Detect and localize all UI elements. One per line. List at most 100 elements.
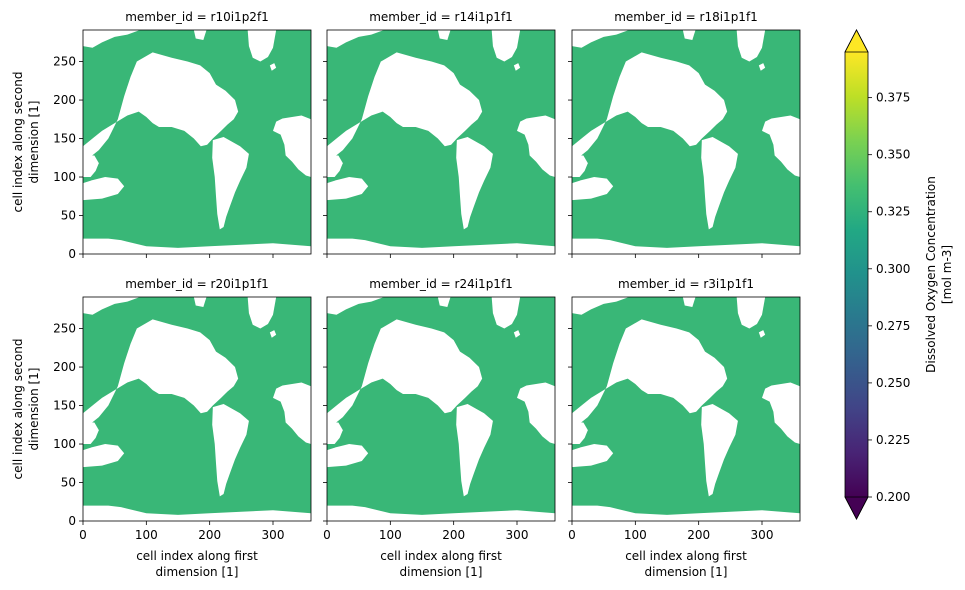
land-region xyxy=(83,155,99,178)
panel-frame xyxy=(326,296,556,522)
x-axis-label: cell index along first xyxy=(625,549,747,563)
land-region xyxy=(83,52,239,162)
land-region xyxy=(491,297,521,329)
y-tick-label: 0 xyxy=(68,514,76,528)
land-region xyxy=(327,30,384,48)
land-region xyxy=(572,319,728,429)
y-tick-label: 0 xyxy=(68,247,76,261)
y-tick-label: 150 xyxy=(53,399,76,413)
x-tick-label: 200 xyxy=(442,528,465,542)
land-region xyxy=(83,505,311,521)
land-mask xyxy=(327,30,555,254)
land-region xyxy=(682,30,696,41)
land-region xyxy=(327,422,343,445)
x-tick-label: 100 xyxy=(379,528,402,542)
x-tick-label: 0 xyxy=(323,528,331,542)
y-tick-label: 100 xyxy=(53,170,76,184)
facet-panel: member_id = r20i1p1f1 0 100 200 300 0 50 100 150… xyxy=(11,277,312,579)
land-region xyxy=(758,63,766,71)
x-tick-label: 200 xyxy=(687,528,710,542)
land-region xyxy=(327,297,384,315)
land-region xyxy=(736,297,766,329)
colorbar-extend-max xyxy=(844,29,869,53)
land-region xyxy=(572,422,588,445)
land-region xyxy=(193,30,207,41)
land-region xyxy=(327,238,555,254)
land-region xyxy=(327,155,343,178)
land-region xyxy=(572,505,800,521)
land-region xyxy=(273,382,311,445)
land-region xyxy=(327,177,369,201)
colorbar xyxy=(845,52,868,497)
land-region xyxy=(83,422,99,445)
facet-panel: member_id = r10i1p2f1 0 50 100 150 200 250 cell… xyxy=(11,10,312,261)
land-region xyxy=(83,297,140,315)
panel-frame xyxy=(82,29,312,255)
y-tick-label: 50 xyxy=(61,209,76,223)
land-region xyxy=(762,382,800,445)
land-region xyxy=(572,177,614,201)
land-region xyxy=(572,155,588,178)
land-region xyxy=(247,30,277,62)
panel-body xyxy=(83,297,311,521)
land-region xyxy=(736,30,766,62)
x-tick-label: 0 xyxy=(79,528,87,542)
land-region xyxy=(269,330,277,338)
colorbar-tick-label: 0.325 xyxy=(876,205,910,219)
land-region xyxy=(437,30,451,41)
land-region xyxy=(83,177,125,201)
land-region xyxy=(83,319,239,429)
land-region xyxy=(269,63,277,71)
land-region xyxy=(701,136,738,230)
x-axis-label: dimension [1] xyxy=(156,565,239,579)
colorbar-extend-min xyxy=(844,496,869,520)
y-axis-label: dimension [1] xyxy=(27,368,41,451)
panel-body xyxy=(572,297,800,521)
y-tick-label: 200 xyxy=(53,93,76,107)
x-tick-label: 300 xyxy=(751,528,774,542)
land-mask xyxy=(83,297,311,521)
x-tick-label: 300 xyxy=(262,528,285,542)
land-region xyxy=(327,52,483,162)
land-region xyxy=(193,297,207,308)
colorbar-tick-label: 0.250 xyxy=(876,376,910,390)
land-region xyxy=(83,444,125,468)
facet-panel: member_id = r18i1p1f1 xyxy=(568,10,801,258)
colorbar-label: [mol m-3] xyxy=(940,245,954,304)
panel-title: member_id = r18i1p1f1 xyxy=(614,10,758,24)
land-region xyxy=(327,505,555,521)
land-region xyxy=(273,115,311,178)
facet-panel: member_id = r14i1p1f1 xyxy=(323,10,556,258)
y-axis-label: cell index along second xyxy=(11,72,25,213)
y-tick-label: 50 xyxy=(61,476,76,490)
land-region xyxy=(517,382,555,445)
land-region xyxy=(83,238,311,254)
land-region xyxy=(212,136,249,230)
x-tick-label: 100 xyxy=(135,528,158,542)
x-axis-label: cell index along first xyxy=(136,549,258,563)
land-region xyxy=(701,403,738,497)
panel-frame xyxy=(571,296,801,522)
colorbar-tick-label: 0.375 xyxy=(876,91,910,105)
land-region xyxy=(83,30,140,48)
colorbar-tick-label: 0.275 xyxy=(876,319,910,333)
land-mask xyxy=(83,30,311,254)
panel-body xyxy=(572,30,800,254)
y-axis-label: cell index along second xyxy=(11,339,25,480)
land-region xyxy=(513,63,521,71)
land-region xyxy=(437,297,451,308)
x-tick-label: 300 xyxy=(506,528,529,542)
land-region xyxy=(517,115,555,178)
panel-body xyxy=(327,297,555,521)
land-region xyxy=(212,403,249,497)
panel-frame xyxy=(326,29,556,255)
land-region xyxy=(456,403,493,497)
panel-body xyxy=(83,30,311,254)
panel-frame xyxy=(571,29,801,255)
land-region xyxy=(513,330,521,338)
land-region xyxy=(572,30,629,48)
land-region xyxy=(572,297,629,315)
x-axis-label: dimension [1] xyxy=(645,565,728,579)
y-tick-label: 250 xyxy=(53,322,76,336)
